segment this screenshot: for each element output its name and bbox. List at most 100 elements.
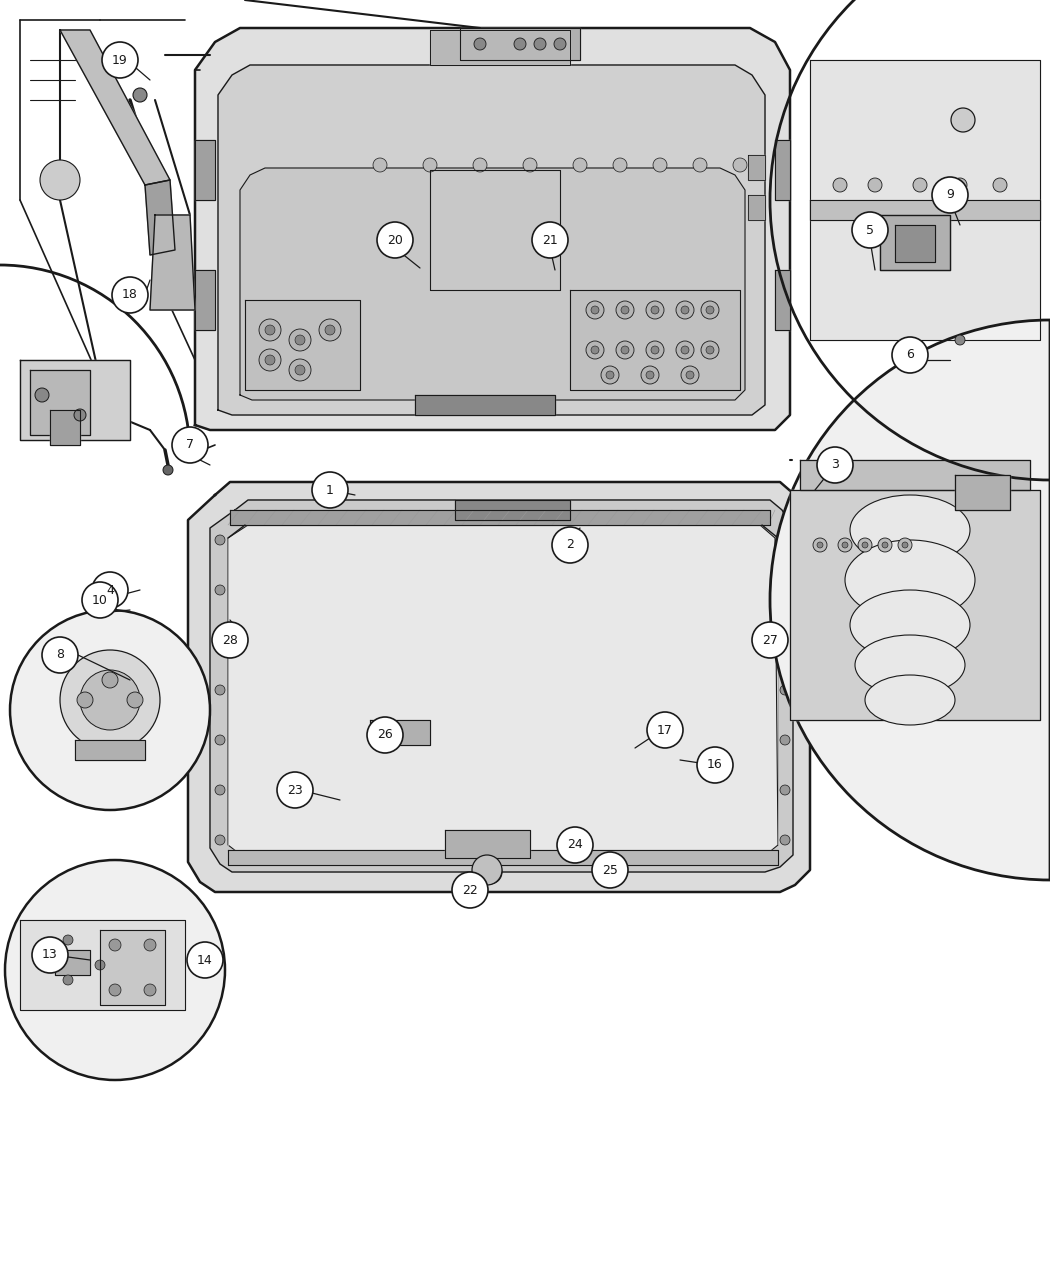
Polygon shape: [748, 195, 765, 221]
Circle shape: [613, 158, 627, 172]
Circle shape: [616, 301, 634, 319]
Circle shape: [621, 346, 629, 354]
Text: 21: 21: [542, 233, 558, 246]
Circle shape: [601, 366, 619, 384]
Circle shape: [932, 177, 968, 213]
Circle shape: [265, 325, 275, 335]
Circle shape: [60, 650, 160, 750]
Circle shape: [554, 38, 566, 50]
Polygon shape: [230, 510, 770, 525]
Circle shape: [42, 638, 78, 673]
Circle shape: [621, 306, 629, 314]
Circle shape: [212, 622, 248, 658]
Circle shape: [586, 340, 604, 360]
Circle shape: [215, 835, 225, 845]
Circle shape: [472, 856, 502, 885]
Circle shape: [163, 465, 173, 476]
Ellipse shape: [850, 495, 970, 565]
Polygon shape: [150, 215, 195, 310]
Circle shape: [77, 692, 93, 708]
Circle shape: [215, 685, 225, 695]
Text: 4: 4: [106, 584, 114, 597]
Polygon shape: [370, 720, 430, 745]
Circle shape: [144, 984, 156, 996]
Polygon shape: [895, 224, 934, 261]
Circle shape: [80, 669, 140, 731]
Circle shape: [914, 179, 927, 193]
Circle shape: [102, 672, 118, 689]
Polygon shape: [460, 28, 580, 60]
Circle shape: [817, 542, 823, 548]
Circle shape: [681, 366, 699, 384]
Circle shape: [172, 427, 208, 463]
Text: 22: 22: [462, 884, 478, 896]
Circle shape: [295, 335, 304, 346]
Circle shape: [616, 340, 634, 360]
Polygon shape: [210, 500, 793, 872]
Circle shape: [40, 960, 50, 970]
Circle shape: [833, 179, 847, 193]
Circle shape: [852, 212, 888, 249]
Circle shape: [780, 785, 790, 796]
Polygon shape: [20, 921, 185, 1010]
Circle shape: [215, 785, 225, 796]
Circle shape: [215, 635, 225, 645]
Polygon shape: [775, 270, 790, 330]
Text: 25: 25: [602, 863, 618, 876]
Polygon shape: [228, 850, 778, 864]
Circle shape: [697, 747, 733, 783]
Circle shape: [63, 975, 74, 986]
Circle shape: [858, 538, 871, 552]
Circle shape: [676, 301, 694, 319]
Ellipse shape: [850, 590, 970, 660]
Polygon shape: [810, 60, 1040, 340]
Circle shape: [681, 306, 689, 314]
Circle shape: [289, 360, 311, 381]
Circle shape: [187, 942, 223, 978]
Circle shape: [780, 585, 790, 595]
Circle shape: [82, 581, 118, 618]
Text: 14: 14: [197, 954, 213, 966]
Circle shape: [780, 734, 790, 745]
Circle shape: [265, 354, 275, 365]
Circle shape: [63, 935, 74, 945]
Polygon shape: [956, 476, 1010, 510]
Circle shape: [606, 371, 614, 379]
Circle shape: [733, 158, 747, 172]
Circle shape: [523, 158, 537, 172]
Text: 17: 17: [657, 723, 673, 737]
Circle shape: [373, 158, 387, 172]
Circle shape: [902, 542, 908, 548]
Circle shape: [277, 771, 313, 808]
Text: 6: 6: [906, 348, 914, 362]
Circle shape: [102, 42, 138, 78]
Text: 3: 3: [831, 459, 839, 472]
Circle shape: [215, 536, 225, 544]
Circle shape: [532, 222, 568, 258]
Polygon shape: [445, 830, 530, 858]
Circle shape: [326, 325, 335, 335]
Circle shape: [312, 472, 348, 507]
Circle shape: [32, 937, 68, 973]
Text: 24: 24: [567, 839, 583, 852]
Polygon shape: [430, 31, 570, 65]
Circle shape: [780, 536, 790, 544]
Circle shape: [377, 222, 413, 258]
Circle shape: [780, 835, 790, 845]
Text: 19: 19: [112, 54, 128, 66]
Circle shape: [842, 542, 848, 548]
Circle shape: [752, 622, 788, 658]
Circle shape: [951, 108, 975, 133]
Circle shape: [474, 38, 486, 50]
Circle shape: [92, 572, 128, 608]
Circle shape: [144, 938, 156, 951]
Polygon shape: [228, 525, 778, 858]
Circle shape: [882, 542, 888, 548]
Circle shape: [701, 301, 719, 319]
Circle shape: [112, 277, 148, 312]
Text: 8: 8: [56, 649, 64, 662]
Polygon shape: [20, 360, 130, 440]
Polygon shape: [775, 140, 790, 200]
Circle shape: [573, 158, 587, 172]
Circle shape: [591, 346, 598, 354]
